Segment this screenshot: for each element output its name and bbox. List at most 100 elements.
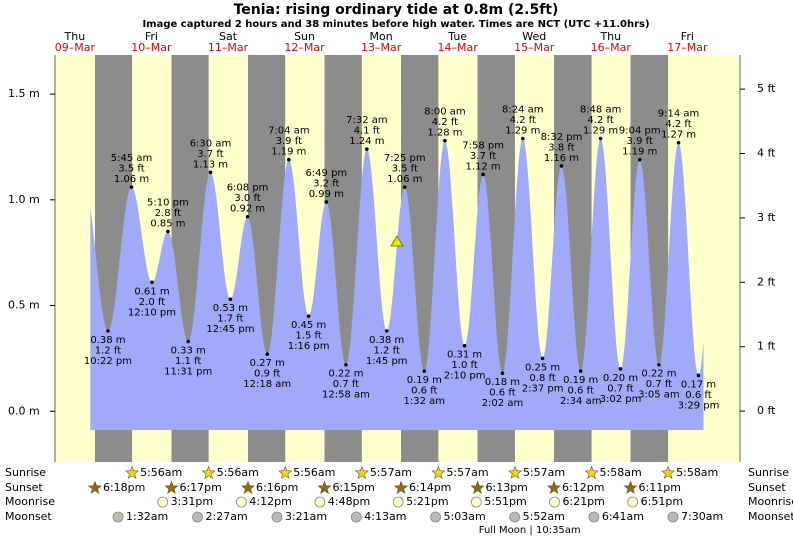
moonset-time: 7:30am bbox=[681, 510, 723, 523]
tide-label: 4.2 ft bbox=[510, 115, 536, 126]
moonrise-time: 4:12pm bbox=[249, 495, 291, 508]
tide-point bbox=[306, 314, 311, 318]
sunrise-time: 5:56am bbox=[140, 466, 182, 479]
plot-area bbox=[55, 55, 740, 462]
tide-label: 3.9 ft bbox=[627, 136, 653, 147]
tide-label: 3.8 ft bbox=[548, 143, 574, 154]
weekday-label: Fri bbox=[681, 30, 694, 43]
sunrise-time: 5:57am bbox=[370, 466, 412, 479]
sunrise-icon bbox=[278, 465, 293, 479]
moonrise-icon bbox=[314, 496, 326, 508]
tide-label: 5:45 am bbox=[111, 153, 153, 164]
tide-label: 3:29 pm bbox=[678, 400, 720, 411]
date-label: 10–Mar bbox=[131, 41, 172, 54]
tide-label: 3.9 ft bbox=[276, 136, 302, 147]
tide-point bbox=[559, 164, 564, 168]
y-tick-label: 0.0 m bbox=[8, 404, 40, 417]
tide-label: 0.31 m bbox=[447, 350, 482, 361]
tide-point bbox=[696, 373, 701, 378]
moon-phase: Full Moon | 10:35am bbox=[479, 525, 581, 536]
moonrise-time: 6:21pm bbox=[562, 495, 604, 508]
tide-label: 12:58 am bbox=[322, 390, 370, 401]
tide-point bbox=[578, 369, 583, 373]
sunset-time: 6:12pm bbox=[562, 481, 604, 494]
date-label: 09–Mar bbox=[55, 41, 96, 54]
sunset-icon bbox=[394, 480, 408, 494]
date-label: 17–Mar bbox=[667, 41, 708, 54]
chart-title: Tenia: rising ordinary tide at 0.8m (2.5… bbox=[234, 2, 559, 18]
y2-tick-label: 1 ft bbox=[757, 340, 776, 353]
date-label: 13–Mar bbox=[361, 41, 402, 54]
chart-subtitle: Image captured 2 hours and 38 minutes be… bbox=[142, 19, 649, 30]
tide-point bbox=[166, 229, 170, 234]
y2-tick-label: 4 ft bbox=[757, 147, 776, 160]
sunset-icon bbox=[623, 480, 638, 494]
tide-label: 0.22 m bbox=[328, 369, 363, 380]
tide-point bbox=[500, 371, 505, 376]
tide-point bbox=[228, 297, 233, 302]
tide-label: 5:10 pm bbox=[147, 198, 189, 209]
tide-point bbox=[365, 147, 369, 151]
tide-point bbox=[129, 185, 134, 189]
tide-label: 8:48 am bbox=[580, 105, 622, 116]
tide-label: 0.22 m bbox=[641, 369, 676, 380]
moonrise-icon bbox=[392, 496, 404, 508]
sunset-icon bbox=[164, 480, 179, 494]
tide-label: 4.1 ft bbox=[354, 126, 380, 137]
moonset-icon bbox=[271, 511, 283, 523]
row-label: Moonrise bbox=[5, 495, 55, 508]
tide-point bbox=[245, 214, 250, 219]
tide-label: 1.27 m bbox=[661, 130, 696, 141]
weekday-label: Thu bbox=[64, 30, 86, 43]
tide-label: 12:18 am bbox=[243, 379, 291, 390]
tide-label: 0.27 m bbox=[250, 358, 285, 369]
tide-label: 0.45 m bbox=[291, 320, 326, 331]
sunrise-time: 5:58am bbox=[600, 466, 642, 479]
row-label: Sunset bbox=[5, 481, 43, 494]
tide-label: 1:16 pm bbox=[288, 341, 330, 352]
tide-label: 2:10 pm bbox=[444, 371, 486, 382]
tide-label: 1:32 am bbox=[404, 396, 446, 407]
tide-point bbox=[540, 356, 545, 361]
sunrise-icon bbox=[661, 465, 676, 479]
sunset-time: 6:13pm bbox=[486, 481, 528, 494]
sunset-time: 6:16pm bbox=[256, 481, 298, 494]
tide-label: 1.06 m bbox=[114, 174, 149, 185]
tide-label: 9:14 am bbox=[658, 109, 700, 120]
tide-label: 0.20 m bbox=[603, 373, 638, 384]
tide-label: 0.7 ft bbox=[607, 383, 633, 394]
tide-label: 1:45 pm bbox=[366, 356, 408, 367]
tide-point bbox=[598, 136, 603, 141]
sunset-icon bbox=[241, 480, 255, 494]
tide-label: 0.61 m bbox=[134, 286, 169, 297]
y-tick-label: 0.5 m bbox=[8, 299, 40, 312]
sunrise-icon bbox=[431, 465, 446, 479]
tide-label: 1.29 m bbox=[583, 126, 618, 137]
sunrise-icon bbox=[508, 465, 522, 479]
date-label: 16–Mar bbox=[591, 41, 632, 54]
tide-point bbox=[150, 280, 154, 285]
moonset-icon bbox=[112, 511, 124, 523]
sunrise-time: 5:57am bbox=[446, 466, 488, 479]
moonset-time: 4:13am bbox=[364, 510, 406, 523]
tide-label: 8:24 am bbox=[502, 105, 544, 116]
tide-label: 0.99 m bbox=[309, 189, 344, 200]
tide-label: 0.6 ft bbox=[411, 386, 437, 397]
sunrise-icon bbox=[354, 465, 369, 479]
tide-point bbox=[481, 172, 485, 177]
moonrise-icon bbox=[157, 496, 169, 508]
moonset-icon bbox=[509, 511, 521, 523]
tide-label: 3:05 am bbox=[638, 390, 680, 401]
tide-point bbox=[344, 362, 348, 367]
tide-label: 1.13 m bbox=[193, 159, 228, 170]
moonrise-icon bbox=[235, 496, 247, 508]
moonset-icon bbox=[350, 511, 362, 523]
tide-label: 3.7 ft bbox=[197, 149, 223, 160]
tide-label: 3.2 ft bbox=[313, 178, 339, 189]
moonrise-icon bbox=[627, 496, 639, 508]
moonset-icon bbox=[192, 511, 203, 523]
tide-point bbox=[324, 200, 329, 204]
tide-label: 1.0 ft bbox=[451, 360, 477, 371]
y2-tick-label: 2 ft bbox=[757, 275, 776, 288]
y-tick-label: 1.5 m bbox=[8, 87, 40, 100]
